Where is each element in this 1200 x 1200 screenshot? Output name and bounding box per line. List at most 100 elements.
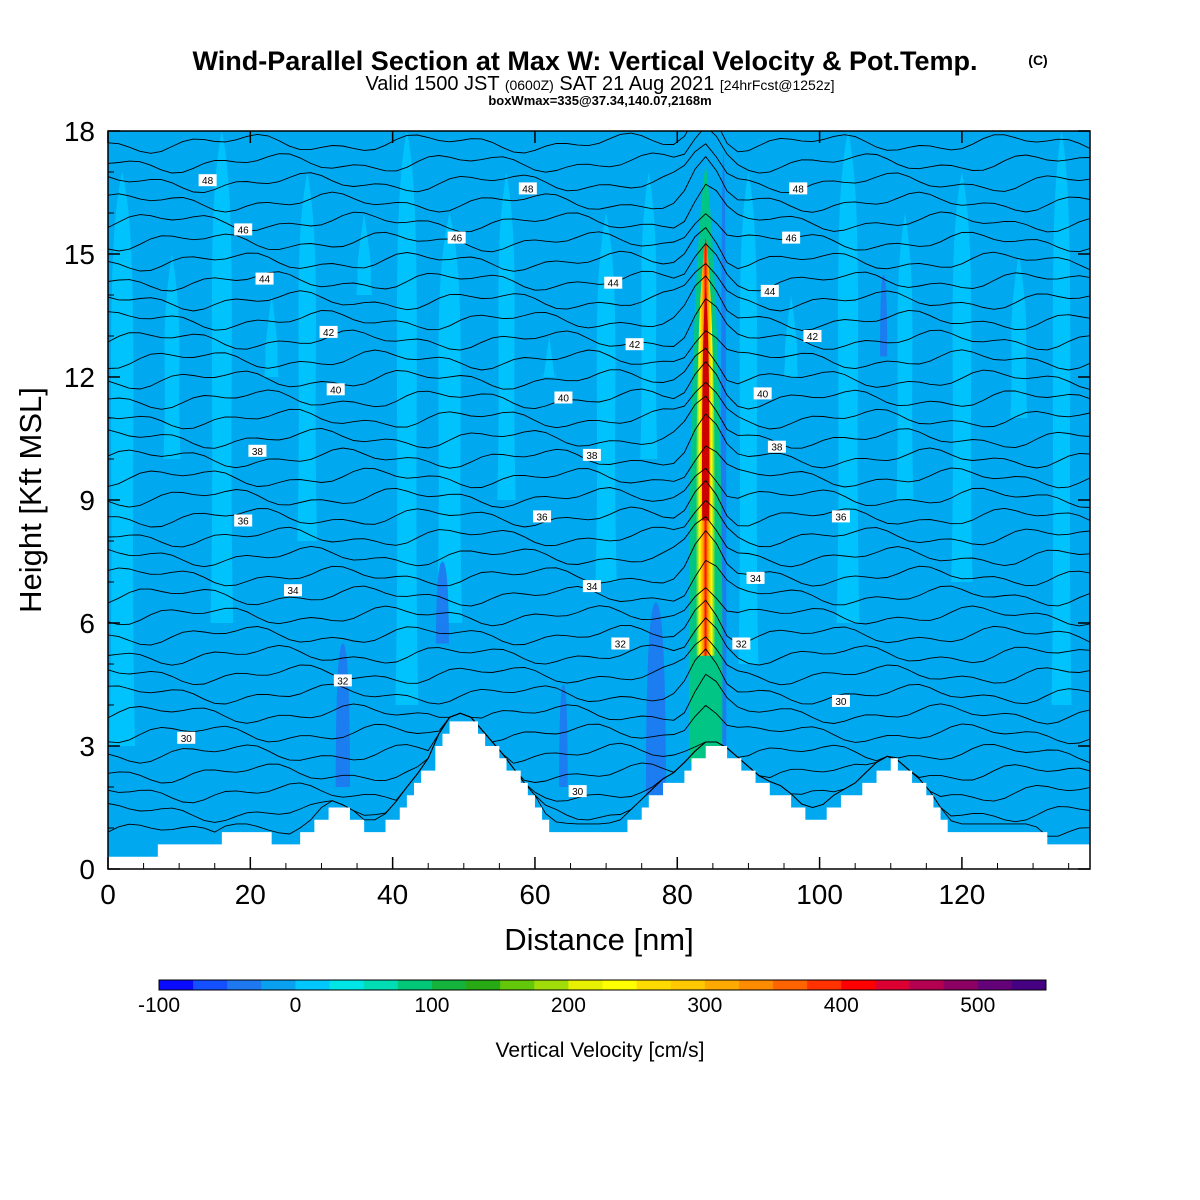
contour-label-bg [284, 584, 303, 597]
colorbar [158, 979, 1047, 991]
chart-subtitle-2: boxWmax=335@37.34,140.07,2168m [488, 93, 711, 108]
theta-contour-line [108, 275, 1090, 331]
contour-label: 42 [319, 325, 338, 339]
contour-label: 42 [625, 338, 644, 351]
colorbar-swatch [977, 980, 1013, 990]
contour-label-bg [234, 514, 253, 527]
contour-label-bg [568, 785, 587, 798]
contour-label-text: 40 [330, 385, 342, 396]
contour-label-text: 38 [586, 451, 598, 462]
theta-contour-line [108, 183, 1090, 233]
colorbar-swatch [602, 980, 638, 990]
colorbar-swatch [875, 980, 911, 990]
contour-label: 30 [177, 731, 196, 745]
contour-label: 38 [248, 444, 267, 458]
contour-label: 44 [760, 284, 779, 298]
cyan-streak [1051, 131, 1072, 705]
theta-contour-line [108, 381, 1090, 430]
contour-label-text: 42 [323, 328, 335, 339]
colorbar-swatch [534, 980, 569, 990]
contour-label-text: 30 [835, 697, 847, 708]
theta-contour-line [108, 262, 1090, 312]
contour-label: 46 [234, 223, 253, 236]
colorbar-tick-label: 300 [687, 994, 722, 1017]
cyan-streak [951, 172, 973, 582]
contour-label-bg [447, 231, 466, 244]
contour-label-bg [604, 276, 623, 289]
theta-contour-line [108, 395, 1090, 449]
contour-label: 36 [533, 510, 552, 523]
cyan-streak [836, 131, 860, 623]
contour-label: 40 [753, 387, 772, 400]
x-tick-label: 60 [519, 879, 550, 910]
colorbar-tick-label: 200 [551, 994, 586, 1017]
colorbar-swatch [670, 980, 706, 990]
theta-contour-line [108, 712, 1090, 784]
theta-contour-line [108, 636, 1090, 686]
cyan-streak [1010, 254, 1028, 418]
theta-contour-line [108, 586, 1090, 627]
contour-label: 42 [803, 330, 822, 343]
colorbar-swatch [773, 980, 808, 990]
theta-contour-line [108, 515, 1090, 568]
contour-label: 46 [782, 231, 801, 245]
theta-contour-line [108, 360, 1090, 410]
subtitle-zulu: (0600Z) [505, 77, 554, 93]
contour-label-text: 32 [337, 676, 349, 687]
subtitle-valid: Valid 1500 JST [365, 73, 499, 95]
cyan-streak [497, 172, 516, 500]
contour-label-bg [582, 448, 601, 461]
contour-label-text: 38 [252, 447, 264, 458]
contour-label-text: 30 [572, 787, 584, 798]
y-tick-label: 18 [64, 116, 95, 147]
colorbar-swatch [466, 980, 501, 990]
contour-label-bg [248, 444, 267, 457]
contour-label-text: 32 [615, 640, 627, 651]
contour-label: 46 [447, 231, 466, 245]
colorbar-swatch [295, 980, 331, 990]
contour-label-bg [753, 387, 772, 400]
colorbar-swatch [261, 980, 296, 990]
colorbar-swatch [397, 980, 433, 990]
contour-label: 32 [333, 674, 352, 687]
contour-label-text: 46 [451, 234, 463, 245]
contour-label-bg [746, 571, 765, 584]
theta-contour-line [108, 599, 1090, 646]
colorbar-swatch [807, 980, 842, 990]
downdraft-streak [645, 602, 666, 796]
theta-contour-line [108, 213, 1090, 253]
contour-label-text: 36 [537, 512, 549, 523]
contour-label-text: 34 [750, 574, 762, 585]
chart-subtitle: Valid 1500 JST (0600Z) SAT 21 Aug 2021 [… [365, 73, 834, 95]
contour-label: 30 [568, 785, 587, 798]
contour-label: 34 [746, 571, 765, 585]
contour-label: 34 [582, 580, 601, 593]
contour-label-text: 44 [608, 279, 620, 290]
contour-label-bg [789, 182, 808, 195]
contour-label-text: 42 [807, 332, 819, 343]
x-tick-label: 100 [796, 879, 843, 910]
contour-label-bg [234, 223, 253, 236]
theta-contour-line [108, 297, 1090, 351]
x-axis-ticks: 0 20 40 60 80 100 120 [100, 131, 1070, 910]
theta-contour-line [108, 131, 1090, 174]
contour-label: 48 [518, 182, 537, 195]
contour-label-bg [255, 272, 274, 285]
theta-contour-labels: 30 30 30 32 32 32 34 34 34 36 36 36 38 38 38 40 40 40 42 42… [177, 174, 850, 798]
contour-label-bg [518, 182, 537, 195]
colorbar-tick-label: -100 [138, 994, 180, 1017]
contour-label-bg [831, 510, 850, 523]
theta-contour-line [108, 155, 1090, 213]
colorbar-swatch [193, 980, 228, 990]
contour-label-text: 32 [736, 640, 748, 651]
colorbar-swatch [329, 980, 365, 990]
x-tick-label: 120 [939, 879, 986, 910]
contour-label-text: 44 [259, 275, 271, 286]
contour-label: 48 [198, 174, 217, 187]
contour-label-text: 36 [238, 517, 250, 528]
theta-contour-line [108, 445, 1090, 489]
subtitle-forecast: [24hrFcst@1252z] [720, 77, 835, 93]
y-tick-label: 3 [79, 731, 95, 762]
contour-label-text: 34 [586, 582, 598, 593]
